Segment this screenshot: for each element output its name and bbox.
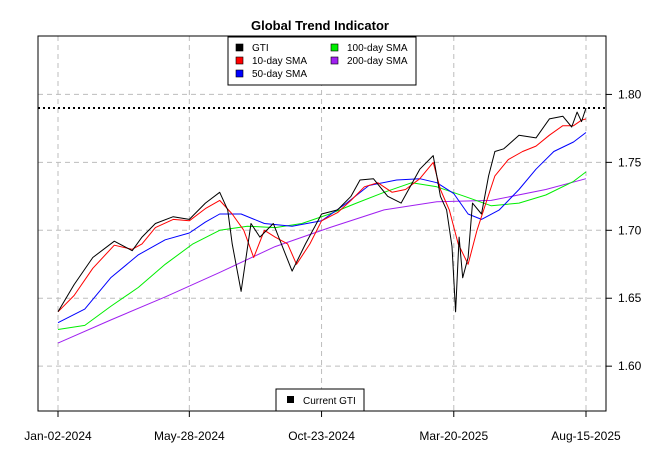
- x-tick-label: May-28-2024: [154, 429, 225, 443]
- legend-swatch: [235, 69, 244, 78]
- legend-swatch: [235, 43, 244, 52]
- x-tick-label: Aug-15-2025: [551, 429, 621, 443]
- legend-box: [227, 36, 417, 86]
- legend-label: 10-day SMA: [252, 56, 307, 67]
- chart-title: Global Trend Indicator: [251, 18, 389, 33]
- series-line-10-day-sma: [57, 118, 587, 313]
- y-tick-label: 1.70: [618, 223, 642, 237]
- series-line-100-day-sma: [57, 171, 587, 330]
- x-tick-label: Mar-20-2025: [419, 429, 488, 443]
- legend-label: GTI: [252, 43, 269, 54]
- legend-swatch: [330, 43, 339, 52]
- series-lines: [57, 107, 587, 344]
- current-gti-legend: Current GTI: [275, 388, 365, 412]
- current-gti-legend-label: Current GTI: [303, 396, 356, 407]
- series-line-50-day-sma: [57, 132, 587, 324]
- legend-label: 100-day SMA: [347, 43, 408, 54]
- x-tick-label: Jan-02-2024: [24, 429, 92, 443]
- grid-lines: [38, 36, 606, 411]
- y-axis: 1.60 1.65 1.70 1.75 1.80: [606, 87, 642, 373]
- legend-label: 50-day SMA: [252, 69, 307, 80]
- series-line-gti: [57, 107, 587, 313]
- x-axis: Jan-02-2024 May-28-2024 Oct-23-2024 Mar-20-…: [24, 411, 621, 443]
- legend-label: 200-day SMA: [347, 56, 408, 67]
- y-tick-label: 1.75: [618, 155, 642, 169]
- y-tick-label: 1.80: [618, 87, 642, 101]
- x-tick-label: Oct-23-2024: [288, 429, 355, 443]
- current-gti-legend-swatch: [287, 396, 294, 403]
- series-legend: GTI 10-day SMA 50-day SMA 100-day SMA 200-da…: [227, 36, 417, 86]
- y-tick-label: 1.60: [618, 359, 642, 373]
- legend-swatch: [330, 56, 339, 65]
- y-tick-label: 1.65: [618, 291, 642, 305]
- current-gti-legend-box: [275, 388, 365, 412]
- legend-swatch: [235, 56, 244, 65]
- series-line-200-day-sma: [57, 178, 587, 344]
